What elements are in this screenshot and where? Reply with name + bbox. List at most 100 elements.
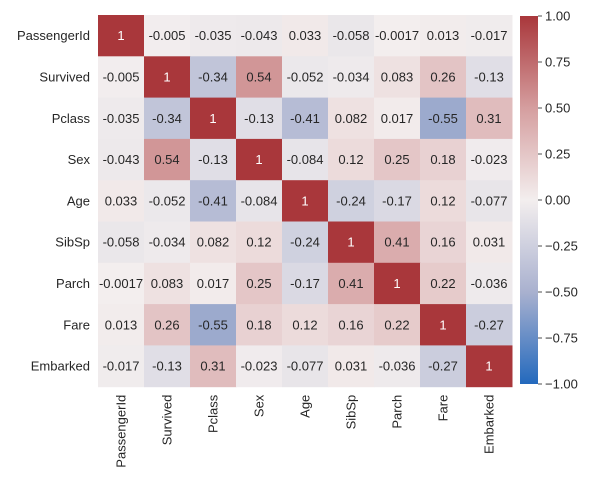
heatmap-cell xyxy=(328,97,375,140)
heatmap-cell-label: 0.31 xyxy=(476,111,501,126)
heatmap-cell xyxy=(98,97,145,140)
heatmap-cell-label: -0.043 xyxy=(241,28,278,43)
heatmap-cell-label: 0.082 xyxy=(197,235,230,250)
heatmap-cell-label: 0.013 xyxy=(105,317,138,332)
heatmap-cell-label: -0.077 xyxy=(287,359,324,374)
heatmap-cell xyxy=(466,138,513,181)
heatmap-cell-label: -0.005 xyxy=(103,69,140,84)
heatmap-cell-label: -0.034 xyxy=(149,235,186,250)
heatmap-cell-label: 0.083 xyxy=(381,69,414,84)
x-tick-label: Survived xyxy=(160,395,175,446)
heatmap-cell-label: -0.017 xyxy=(103,359,140,374)
y-tick-label: Survived xyxy=(39,69,90,84)
heatmap-cell-label: 0.013 xyxy=(427,28,460,43)
heatmap-cell-label: 0.41 xyxy=(384,235,409,250)
heatmap-cell xyxy=(144,345,191,388)
heatmap-cell xyxy=(420,345,467,388)
heatmap-cell xyxy=(374,138,421,181)
colorbar-tick-label: 0.75 xyxy=(545,55,570,70)
heatmap-cell xyxy=(190,56,237,99)
heatmap-cell-label: 0.12 xyxy=(292,317,317,332)
heatmap-cell-label: -0.41 xyxy=(290,111,320,126)
heatmap-cell xyxy=(328,180,375,222)
heatmap-cell xyxy=(466,56,513,99)
heatmap-cell-label: 0.16 xyxy=(338,317,363,332)
heatmap-cell xyxy=(190,15,237,57)
heatmap-cell xyxy=(236,304,283,346)
heatmap-cell xyxy=(282,180,329,222)
heatmap-cell-label: 0.033 xyxy=(105,193,138,208)
heatmap-cell xyxy=(466,262,513,305)
heatmap-cell xyxy=(420,15,467,57)
heatmap-cell-label: 0.54 xyxy=(246,69,271,84)
heatmap-cell xyxy=(282,221,329,264)
heatmap-cell xyxy=(328,56,375,99)
heatmap-cell-label: -0.034 xyxy=(333,69,370,84)
heatmap-cell-label: 0.082 xyxy=(335,111,368,126)
heatmap-cell xyxy=(190,345,237,388)
heatmap-cell-label: -0.058 xyxy=(103,235,140,250)
heatmap-cell-label: -0.052 xyxy=(287,69,324,84)
heatmap-cell-label: 1 xyxy=(117,28,124,43)
heatmap-cell xyxy=(236,180,283,222)
heatmap-cell-label: -0.17 xyxy=(290,276,320,291)
heatmap-cell xyxy=(374,15,421,57)
heatmap-cell-label: -0.55 xyxy=(428,111,458,126)
heatmap-cell xyxy=(328,345,375,388)
heatmap-cell-label: -0.13 xyxy=(474,69,504,84)
heatmap-cell-label: 0.16 xyxy=(430,235,455,250)
heatmap-cell xyxy=(420,138,467,181)
heatmap-cell xyxy=(374,304,421,346)
heatmap-cell-label: 0.25 xyxy=(384,152,409,167)
heatmap-cell xyxy=(190,304,237,346)
heatmap-cell xyxy=(282,345,329,388)
y-axis-tick-labels: PassengerId Survived Pclass Sex Age SibSp Parc… xyxy=(17,28,90,373)
colorbar-tick-label: 1.00 xyxy=(545,9,570,24)
y-tick-label: Pclass xyxy=(52,111,91,126)
heatmap-cell-label: 0.22 xyxy=(430,276,455,291)
heatmap-cell xyxy=(98,180,145,222)
heatmap-cell-label: -0.023 xyxy=(241,359,278,374)
heatmap-cell-label: 1 xyxy=(393,276,400,291)
x-tick-label: Age xyxy=(298,395,313,418)
heatmap-cell xyxy=(328,138,375,181)
x-tick-label: PassengerId xyxy=(114,395,129,468)
heatmap-cell xyxy=(328,304,375,346)
heatmap-cell xyxy=(236,262,283,305)
colorbar xyxy=(520,16,538,384)
y-tick-label: Fare xyxy=(63,317,90,332)
x-tick-label: SibSp xyxy=(344,395,359,430)
heatmap-cell-label: 0.18 xyxy=(430,152,455,167)
y-tick-label: PassengerId xyxy=(17,28,90,43)
heatmap-cell xyxy=(236,56,283,99)
heatmap-cell-label: -0.0017 xyxy=(375,28,419,43)
y-tick-label: Sex xyxy=(68,152,91,167)
heatmap-cell xyxy=(282,97,329,140)
heatmap-cell xyxy=(144,221,191,264)
y-tick-label: SibSp xyxy=(55,235,90,250)
heatmap-cell-label: -0.023 xyxy=(471,152,508,167)
heatmap-cell xyxy=(374,180,421,222)
colorbar-tick-label: −0.75 xyxy=(545,331,578,346)
heatmap-cell xyxy=(466,180,513,222)
heatmap-cell-label: -0.084 xyxy=(241,193,278,208)
heatmap-cell xyxy=(98,138,145,181)
heatmap-cell xyxy=(328,262,375,305)
heatmap-cell-label: 0.31 xyxy=(200,359,225,374)
heatmap-cell xyxy=(420,180,467,222)
y-tick-label: Embarked xyxy=(31,359,90,374)
heatmap-cell-label: 0.017 xyxy=(197,276,230,291)
heatmap-cell xyxy=(190,97,237,140)
heatmap-cell-label: 0.12 xyxy=(430,193,455,208)
heatmap-cell-label: 0.25 xyxy=(246,276,271,291)
heatmap-cell xyxy=(236,221,283,264)
heatmap-cell xyxy=(282,304,329,346)
heatmap-cell xyxy=(282,138,329,181)
x-tick-label: Parch xyxy=(390,395,405,429)
heatmap-cell xyxy=(374,221,421,264)
heatmap-cell-label: -0.017 xyxy=(471,28,508,43)
heatmap-cell xyxy=(374,56,421,99)
heatmap-cell xyxy=(420,56,467,99)
heatmap-cell xyxy=(420,97,467,140)
colorbar-tick-label: 0.50 xyxy=(545,101,570,116)
